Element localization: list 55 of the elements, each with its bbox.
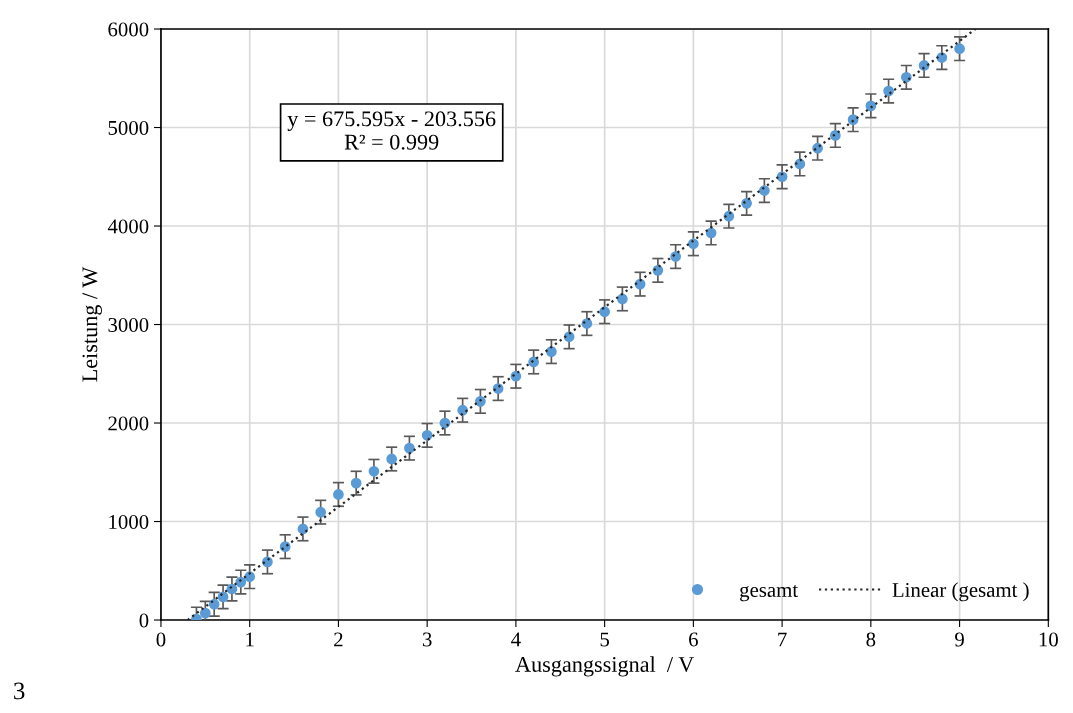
x-tick-label: 2 — [334, 632, 343, 647]
legend-label: gesamt — [740, 585, 799, 602]
y-tick-label: 4000 — [107, 219, 149, 234]
point — [900, 71, 912, 83]
point — [439, 417, 451, 429]
point — [528, 356, 539, 368]
point — [350, 477, 362, 489]
x-tick-label: 4 — [511, 632, 521, 647]
x-tick-label: 9 — [955, 632, 964, 647]
point — [954, 43, 965, 55]
point — [475, 395, 486, 407]
point — [546, 346, 557, 357]
point — [217, 591, 229, 603]
x-axis-title: Ausgangssignal / V — [515, 656, 694, 677]
point — [510, 370, 522, 382]
y-axis-title: Leistung / W — [82, 266, 102, 382]
point — [386, 453, 398, 465]
point — [741, 198, 752, 209]
y-tick-label: 2000 — [108, 416, 149, 431]
x-tick-label: 8 — [866, 632, 876, 647]
point — [297, 523, 309, 535]
point — [617, 293, 628, 305]
x-tick-label: 5 — [600, 632, 610, 647]
x-tick-label: 3 — [422, 632, 432, 647]
legend-label: Linear (gesamt ) — [892, 582, 1029, 602]
point — [404, 442, 415, 454]
point — [244, 571, 256, 583]
x-tick-label: 0 — [156, 632, 166, 647]
point — [191, 613, 202, 621]
x-tick-label: 7 — [778, 632, 787, 647]
point — [670, 251, 681, 262]
annotation: y = 675.595x - 203.556 R² = 0.999 — [287, 111, 496, 150]
point — [599, 306, 610, 318]
point — [865, 100, 877, 112]
point — [688, 238, 699, 250]
y-tick-label: 3000 — [108, 317, 149, 332]
point — [199, 607, 211, 619]
point — [315, 506, 327, 518]
point — [333, 489, 344, 500]
text: 3 — [14, 682, 25, 700]
y-tick-label: 0 — [139, 613, 149, 628]
x-tick-label: 1 — [246, 632, 254, 647]
y-tick-label: 6000 — [108, 22, 149, 37]
point — [705, 227, 717, 239]
point — [235, 576, 247, 588]
y-tick-label: 1000 — [109, 514, 149, 529]
point — [883, 85, 894, 97]
y-tick-label: 5000 — [108, 120, 149, 135]
point — [581, 318, 593, 329]
point — [421, 429, 433, 441]
point — [368, 465, 380, 477]
x-tick-label: 6 — [689, 632, 698, 647]
point — [759, 185, 770, 196]
point — [226, 583, 238, 595]
x-tick-label: 10 — [1039, 632, 1058, 647]
